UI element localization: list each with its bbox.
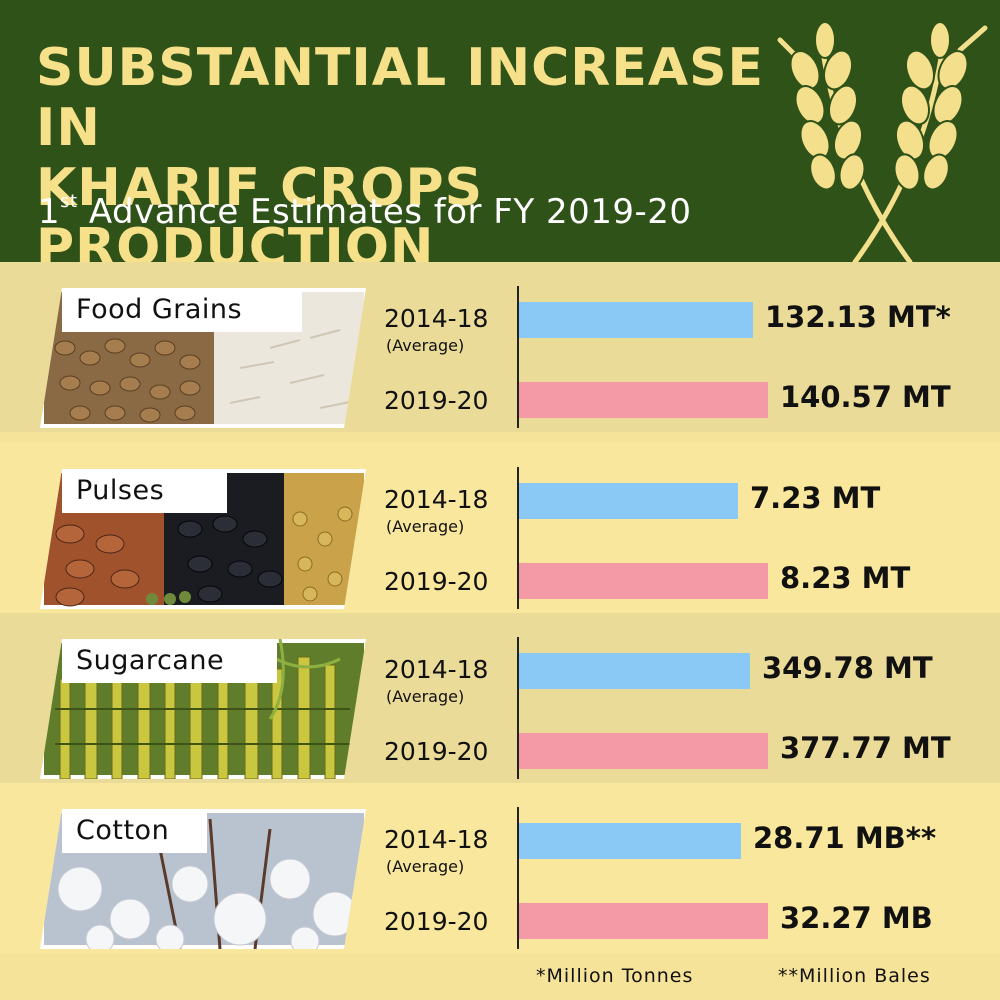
year-label-avg: 2014-18 xyxy=(384,825,489,854)
bar-current xyxy=(519,903,768,939)
food-grains-photo xyxy=(40,288,366,428)
footnote-million-bales: **Million Bales xyxy=(778,965,931,987)
subtitle-sup: st xyxy=(60,190,78,212)
value-label-avg: 349.78 MT xyxy=(762,651,933,685)
header-banner: SUBSTANTIAL INCREASE IN KHARIF CROPS PRO… xyxy=(0,0,1000,262)
year-label-avg: 2014-18 xyxy=(384,485,489,514)
axis-line xyxy=(517,467,519,609)
bar-avg xyxy=(519,653,750,689)
average-label: (Average) xyxy=(386,857,465,876)
value-label-current: 140.57 MT xyxy=(780,380,951,414)
subtitle-prefix: 1 xyxy=(38,192,61,232)
footnote-million-tonnes: *Million Tonnes xyxy=(536,965,694,987)
section-pulses: Pulses 2014-18 (Average) 2019-20 7.23 MT… xyxy=(0,443,1000,613)
axis-line xyxy=(517,807,519,949)
axis-line xyxy=(517,286,519,428)
bar-avg xyxy=(519,302,753,338)
value-label-current: 32.27 MB xyxy=(780,901,933,935)
average-label: (Average) xyxy=(386,687,465,706)
crop-label: Cotton xyxy=(76,815,170,846)
title-line-1: SUBSTANTIAL INCREASE IN xyxy=(36,38,765,158)
page-title: SUBSTANTIAL INCREASE IN KHARIF CROPS PRO… xyxy=(36,38,796,262)
value-label-avg: 28.71 MB** xyxy=(753,821,937,855)
value-label-current: 8.23 MT xyxy=(780,561,911,595)
crop-label: Sugarcane xyxy=(76,645,225,676)
page-subtitle: 1st Advance Estimates for FY 2019-20 xyxy=(38,190,692,232)
bar-avg xyxy=(519,823,741,859)
cotton-photo xyxy=(40,809,366,949)
year-label-current: 2019-20 xyxy=(384,567,489,596)
section-food-grains: Food Grains 2014-18 (Average) 2019-20 13… xyxy=(0,262,1000,432)
title-line-2: KHARIF CROPS PRODUCTION xyxy=(36,158,484,262)
crop-label: Pulses xyxy=(76,475,165,506)
year-label-current: 2019-20 xyxy=(384,737,489,766)
pulses-photo xyxy=(40,469,366,609)
section-cotton: Cotton 2014-18 (Average) 2019-20 28.71 M… xyxy=(0,783,1000,953)
value-label-avg: 132.13 MT* xyxy=(765,300,951,334)
axis-line xyxy=(517,637,519,779)
bar-current xyxy=(519,733,768,769)
wheat-icon xyxy=(777,21,988,262)
crop-label: Food Grains xyxy=(76,294,243,325)
year-label-current: 2019-20 xyxy=(384,907,489,936)
section-sugarcane: Sugarcane 2014-18 (Average) 2019-20 349.… xyxy=(0,613,1000,783)
value-label-avg: 7.23 MT xyxy=(750,481,881,515)
year-label-current: 2019-20 xyxy=(384,386,489,415)
bar-current xyxy=(519,563,768,599)
subtitle-rest: Advance Estimates for FY 2019-20 xyxy=(77,192,692,232)
sugarcane-photo xyxy=(40,639,366,779)
bar-current xyxy=(519,382,768,418)
bar-avg xyxy=(519,483,738,519)
year-label-avg: 2014-18 xyxy=(384,655,489,684)
footer-notes: *Million Tonnes **Million Bales xyxy=(0,953,1000,1000)
year-label-avg: 2014-18 xyxy=(384,304,489,333)
average-label: (Average) xyxy=(386,517,465,536)
average-label: (Average) xyxy=(386,336,465,355)
value-label-current: 377.77 MT xyxy=(780,731,951,765)
